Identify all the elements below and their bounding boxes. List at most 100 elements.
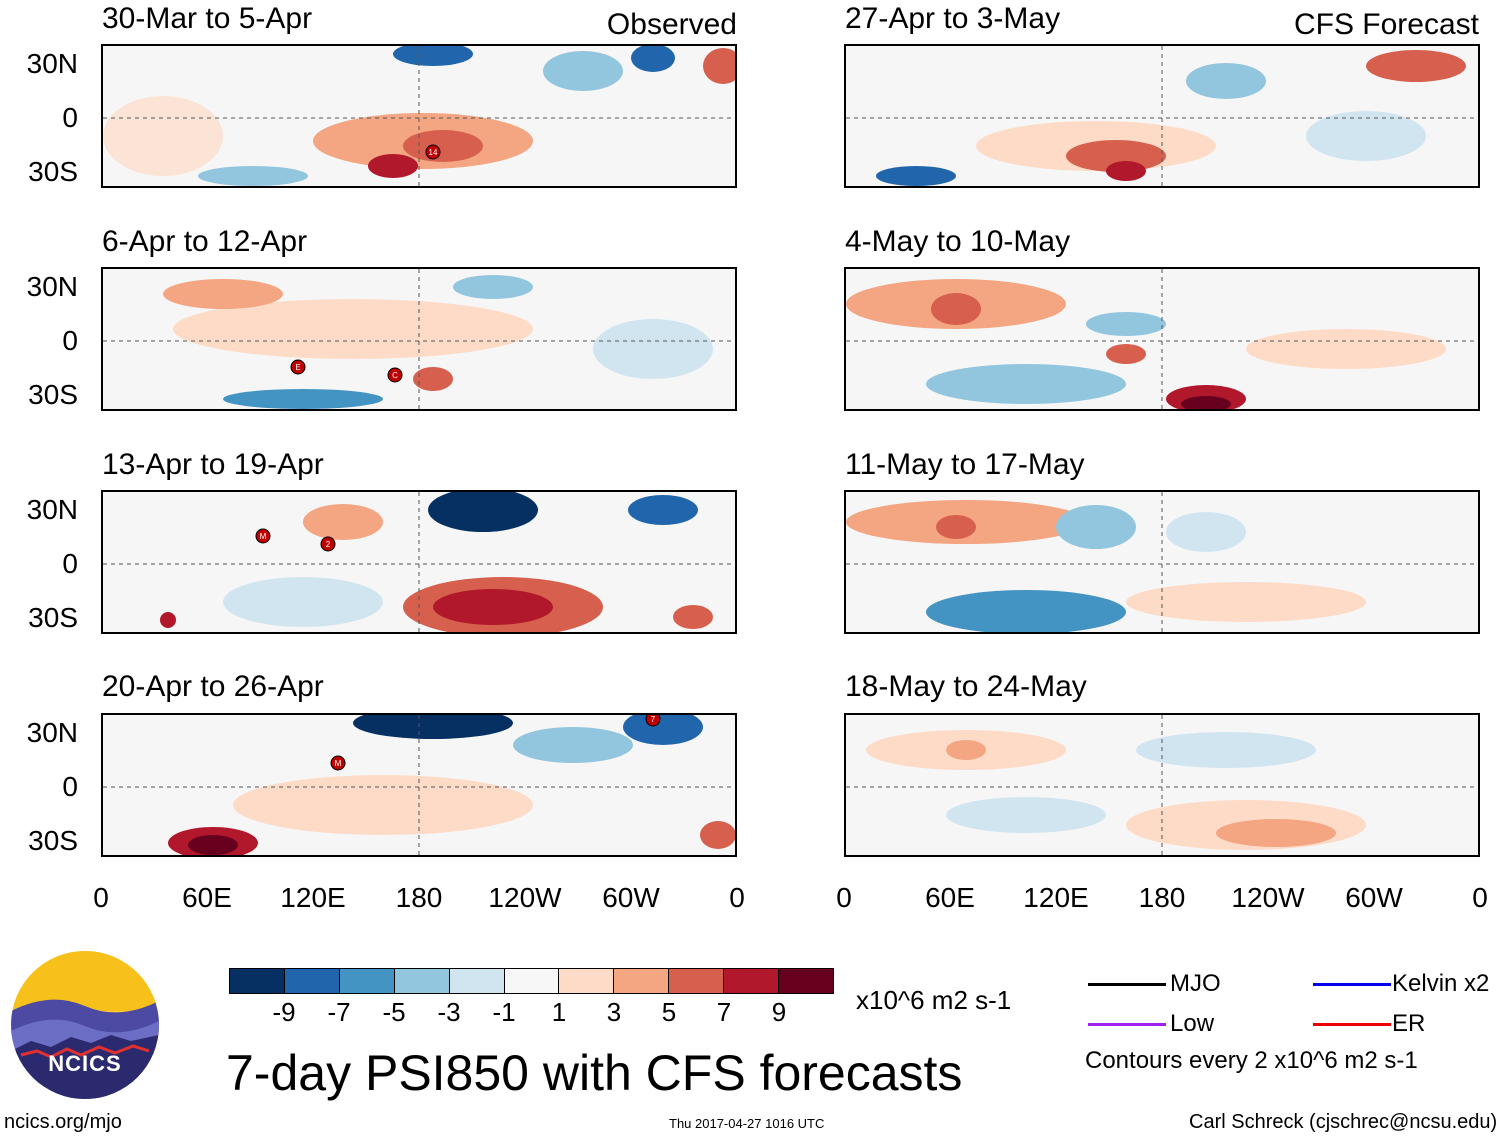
figure-title: 7-day PSI850 with CFS forecasts (226, 1045, 963, 1101)
lon-right-60w: 60W (1345, 882, 1403, 913)
storm-marker (330, 755, 346, 771)
colorbar-swatch (778, 969, 833, 993)
footer-url: ncics.org/mjo (4, 1111, 122, 1133)
colorbar-tick: -3 (437, 997, 461, 1027)
colorbar (229, 968, 834, 994)
map-panel-right-4 (844, 713, 1480, 857)
lat-0-2: 0 (62, 325, 78, 356)
colorbar-tick: -7 (327, 997, 351, 1027)
footer-author: Carl Schreck (cjschrec@ncsu.edu) (1189, 1111, 1498, 1133)
storm-marker-label: 14 (429, 148, 438, 157)
lon-left-120w: 120W (488, 882, 562, 913)
colorbar-tick: 5 (661, 997, 677, 1027)
ncics-logo: NCICS (11, 951, 159, 1099)
legend-line-mjo (1088, 983, 1166, 986)
map-panel-right-2 (844, 267, 1480, 411)
panel-title-right-2: 4-May to 10-May (845, 225, 1071, 258)
map-panel-left-1: 14 (101, 44, 737, 188)
storm-marker-label: M (260, 532, 267, 541)
storm-marker-label: C (392, 371, 398, 380)
lon-left-60w: 60W (602, 882, 660, 913)
lat-30s-4: 30S (28, 825, 78, 856)
panel-title-right-4: 18-May to 24-May (845, 670, 1087, 703)
observed-label: Observed (606, 8, 737, 41)
panel-title-right-1: 27-Apr to 3-May (845, 2, 1061, 35)
colorbar-swatch (338, 969, 394, 993)
legend-line-kelvin (1313, 983, 1391, 986)
legend-note: Contours every 2 x10^6 m2 s-1 (1085, 1047, 1418, 1074)
cfs-forecast-label: CFS Forecast (1293, 8, 1479, 41)
legend-line-low (1088, 1023, 1166, 1026)
anomaly-field: 14 (103, 46, 735, 186)
logo-text: NCICS (48, 1051, 122, 1076)
lon-right-0: 0 (836, 882, 852, 913)
colorbar-tick: 3 (606, 997, 622, 1027)
storm-marker (425, 144, 441, 160)
anomaly-field: EC (103, 269, 735, 409)
lat-0-3: 0 (62, 548, 78, 579)
anomaly-field: M2 (103, 492, 735, 632)
legend-label-low: Low (1170, 1010, 1215, 1037)
lon-right-120e: 120E (1023, 882, 1089, 913)
lat-0-1: 0 (62, 102, 78, 133)
lat-30s-1: 30S (28, 156, 78, 187)
colorbar-tick: -5 (382, 997, 406, 1027)
panel-title-left-1: 30-Mar to 5-Apr (102, 2, 313, 35)
colorbar-swatch (668, 969, 724, 993)
storm-marker (255, 528, 271, 544)
anomaly-field (846, 269, 1478, 409)
panel-title-left-3: 13-Apr to 19-Apr (102, 448, 324, 481)
map-panel-right-1 (844, 44, 1480, 188)
panel-title-right-3: 11-May to 17-May (845, 448, 1085, 481)
lon-left-180: 180 (395, 882, 443, 913)
lon-left-60e: 60E (182, 882, 232, 913)
colorbar-tick: 1 (551, 997, 567, 1027)
colorbar-units: x10^6 m2 s-1 (856, 985, 1012, 1015)
lon-left-120e: 120E (280, 882, 346, 913)
storm-marker (290, 359, 306, 375)
legend-line-er (1313, 1023, 1391, 1026)
colorbar-tick: 9 (771, 997, 787, 1027)
colorbar-swatch (723, 969, 779, 993)
panel-title-left-2: 6-Apr to 12-Apr (102, 225, 308, 258)
lat-0-4: 0 (62, 771, 78, 802)
legend-label-mjo: MJO (1170, 970, 1221, 997)
legend-label-er: ER (1392, 1010, 1426, 1037)
lat-30n-1: 30N (26, 48, 78, 79)
lon-right-0-end: 0 (1472, 882, 1488, 913)
colorbar-swatch (558, 969, 614, 993)
colorbar-swatch (448, 969, 504, 993)
colorbar-swatch (230, 969, 284, 993)
colorbar-swatch (283, 969, 339, 993)
storm-marker-label: 7 (651, 715, 656, 724)
lat-30n-4: 30N (26, 717, 78, 748)
lat-30n-2: 30N (26, 271, 78, 302)
lon-right-120w: 120W (1231, 882, 1305, 913)
storm-marker (387, 367, 403, 383)
anomaly-field (846, 715, 1478, 855)
lon-right-180: 180 (1138, 882, 1186, 913)
footer-timestamp: Thu 2017-04-27 1016 UTC (669, 1116, 825, 1131)
lat-30s-3: 30S (28, 602, 78, 633)
panel-title-left-4: 20-Apr to 26-Apr (102, 670, 324, 703)
anomaly-field (846, 46, 1478, 186)
legend-label-kelvin: Kelvin x2 (1392, 970, 1490, 997)
colorbar-tick: -1 (492, 997, 516, 1027)
colorbar-swatch (613, 969, 669, 993)
lat-30n-3: 30N (26, 494, 78, 525)
colorbar-swatch (393, 969, 449, 993)
anomaly-field (846, 492, 1478, 632)
lon-right-60e: 60E (925, 882, 975, 913)
storm-marker-label: E (295, 363, 300, 372)
colorbar-tick: 7 (716, 997, 732, 1027)
colorbar-tick: -9 (272, 997, 296, 1027)
storm-marker (320, 536, 336, 552)
lon-left-0: 0 (93, 882, 109, 913)
map-panel-right-3 (844, 490, 1480, 634)
storm-marker-label: 2 (326, 540, 331, 549)
lat-30s-2: 30S (28, 379, 78, 410)
anomaly-field: M7 (103, 715, 735, 855)
